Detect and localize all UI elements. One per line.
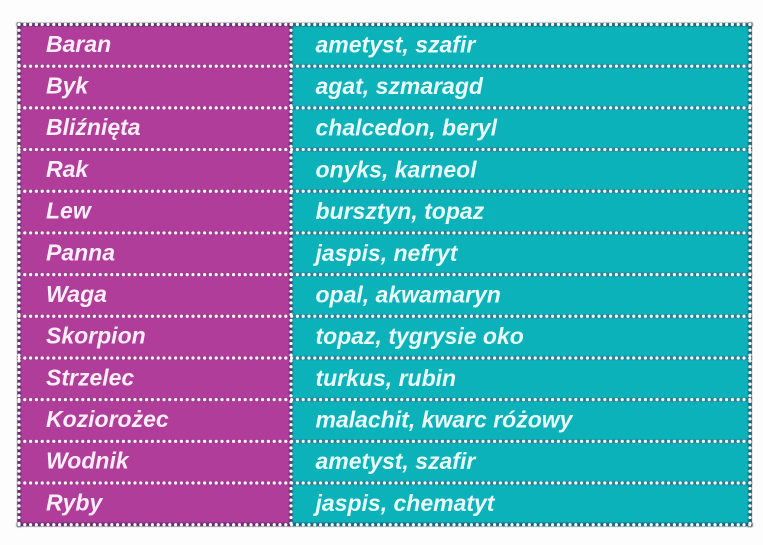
svg-text:bursztyn, topaz: bursztyn, topaz bbox=[316, 198, 485, 224]
svg-text:agat, szmaragd: agat, szmaragd bbox=[316, 73, 484, 99]
svg-text:Waga: Waga bbox=[46, 281, 107, 307]
svg-text:ametyst, szafir: ametyst, szafir bbox=[316, 31, 477, 57]
svg-text:Ryby: Ryby bbox=[46, 489, 103, 515]
svg-text:Lew: Lew bbox=[46, 198, 93, 224]
svg-text:chalcedon, beryl: chalcedon, beryl bbox=[316, 115, 498, 141]
svg-text:Rak: Rak bbox=[46, 156, 89, 182]
svg-text:onyks, karneol: onyks, karneol bbox=[316, 156, 478, 182]
svg-text:Baran: Baran bbox=[46, 31, 111, 57]
svg-text:malachit, kwarc różowy: malachit, kwarc różowy bbox=[316, 406, 574, 432]
svg-text:Panna: Panna bbox=[46, 239, 115, 265]
svg-text:Byk: Byk bbox=[46, 73, 89, 99]
svg-text:jaspis, chematyt: jaspis, chematyt bbox=[313, 490, 496, 516]
svg-text:opal, akwamaryn: opal, akwamaryn bbox=[316, 281, 501, 307]
svg-text:jaspis, nefryt: jaspis, nefryt bbox=[313, 240, 459, 266]
svg-text:ametyst, szafir: ametyst, szafir bbox=[316, 448, 477, 474]
svg-text:topaz, tygrysie oko: topaz, tygrysie oko bbox=[316, 323, 524, 349]
svg-text:turkus, rubin: turkus, rubin bbox=[316, 365, 457, 391]
svg-text:Skorpion: Skorpion bbox=[46, 323, 146, 349]
svg-text:Bliźnięta: Bliźnięta bbox=[46, 114, 141, 140]
svg-text:Strzelec: Strzelec bbox=[46, 364, 134, 390]
svg-text:Koziorożec: Koziorożec bbox=[46, 406, 169, 432]
svg-text:Wodnik: Wodnik bbox=[46, 448, 130, 474]
